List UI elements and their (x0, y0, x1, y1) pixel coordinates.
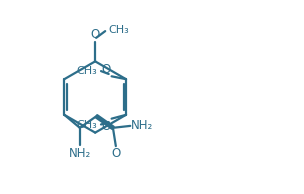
Text: CH₃: CH₃ (76, 120, 97, 130)
Text: CH₃: CH₃ (109, 25, 130, 35)
Text: O: O (102, 120, 111, 133)
Text: CH₃: CH₃ (76, 66, 97, 75)
Text: O: O (102, 63, 111, 76)
Text: O: O (111, 147, 120, 160)
Text: NH₂: NH₂ (131, 119, 154, 132)
Text: NH₂: NH₂ (69, 147, 91, 160)
Text: O: O (91, 28, 100, 41)
